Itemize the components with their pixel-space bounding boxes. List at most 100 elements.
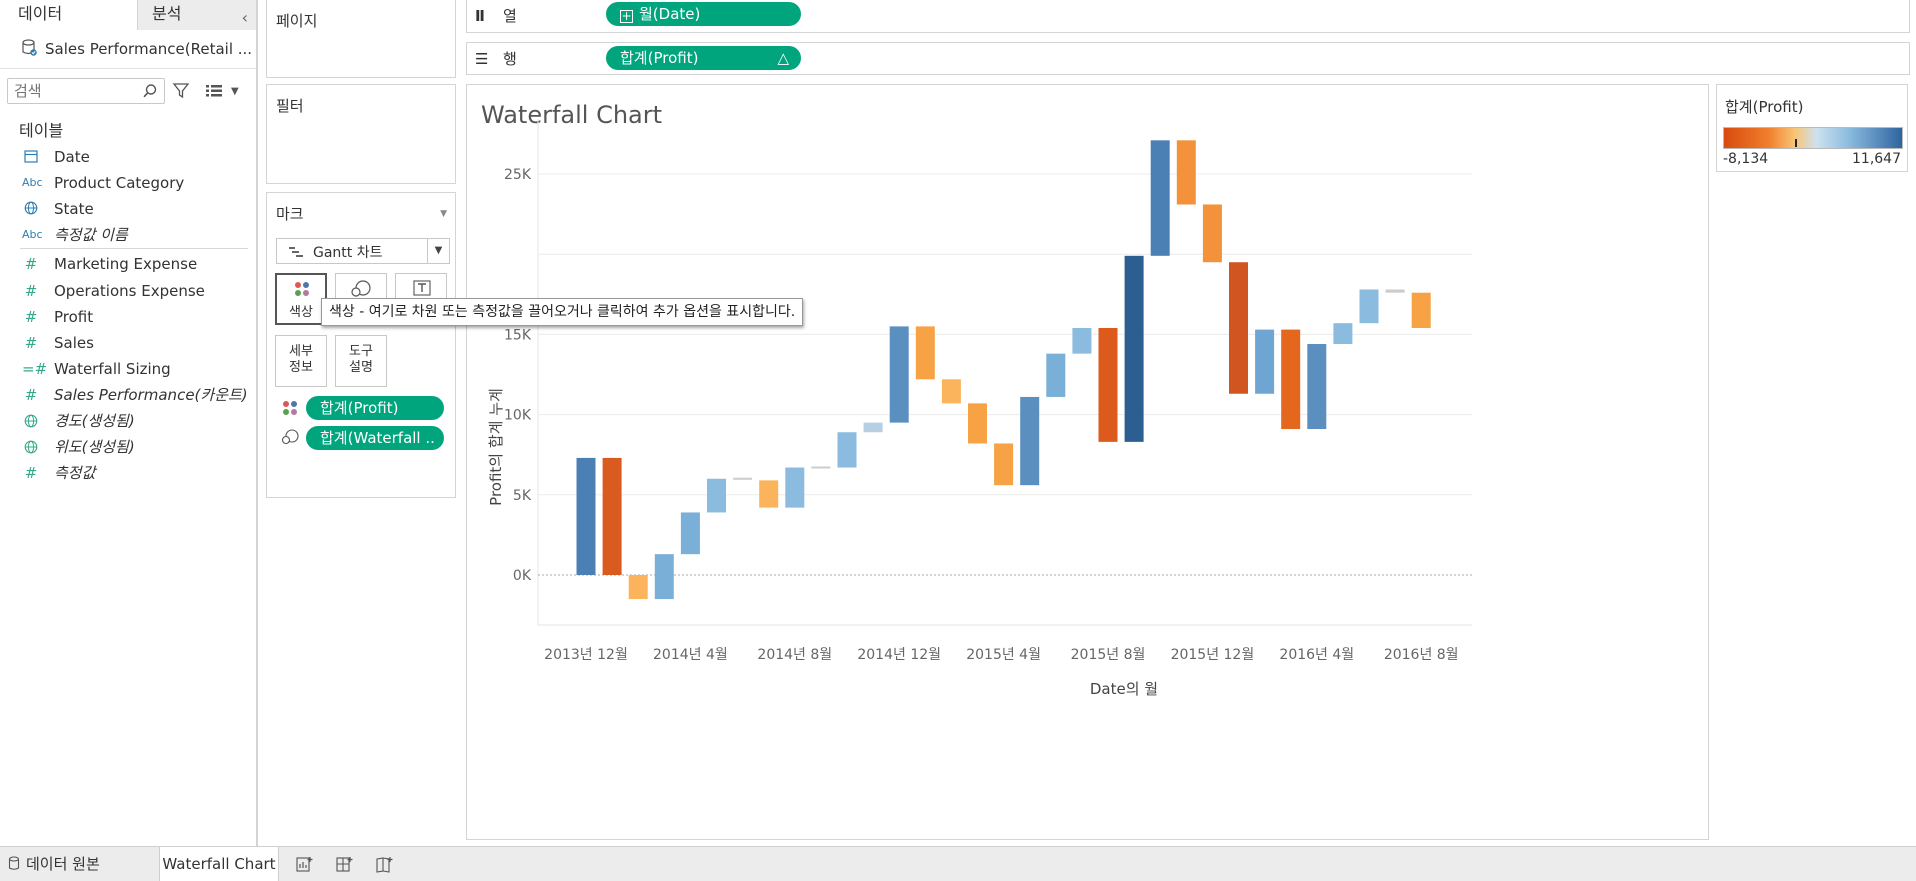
- tooltip: 색상 - 여기로 차원 또는 측정값을 끌어오거나 클릭하여 추가 옵션을 표시…: [321, 298, 804, 326]
- waterfall-bar[interactable]: [1281, 329, 1301, 430]
- waterfall-bar[interactable]: [1229, 262, 1248, 394]
- waterfall-bar[interactable]: [576, 457, 596, 575]
- waterfall-bar[interactable]: [1385, 289, 1405, 293]
- y-axis-title: Profit의 합계 누계: [487, 388, 505, 506]
- pages-title: 페이지: [276, 12, 318, 30]
- waterfall-bar[interactable]: [1202, 204, 1222, 263]
- grid-layer: [537, 119, 1472, 626]
- x-tick-label: 2014년 4월: [653, 647, 728, 663]
- waterfall-bar[interactable]: [1020, 396, 1040, 486]
- waterfall-bar[interactable]: [1255, 329, 1275, 394]
- color-pill[interactable]: 합계(Profit): [306, 396, 444, 420]
- waterfall-bar[interactable]: [1307, 344, 1327, 430]
- search-input[interactable]: [8, 79, 128, 103]
- new-dashboard-icon[interactable]: [336, 856, 354, 873]
- waterfall-bar[interactable]: [1046, 353, 1066, 397]
- x-tick-label: 2013년 12월: [544, 647, 628, 663]
- columns-pill[interactable]: + 월(Date): [606, 2, 801, 26]
- x-axis-title: Date의 월: [1090, 680, 1158, 698]
- size-icon: [351, 280, 371, 297]
- waterfall-bar[interactable]: [628, 575, 648, 600]
- color-button[interactable]: 색상: [275, 273, 327, 325]
- chevron-down-icon[interactable]: ▼: [231, 86, 239, 97]
- field-label: State: [54, 200, 94, 218]
- size-pill[interactable]: 합계(Waterfall ..: [306, 426, 444, 450]
- columns-icon: Ⅱ: [475, 7, 485, 25]
- waterfall-bar[interactable]: [837, 432, 857, 468]
- waterfall-bar[interactable]: [785, 467, 805, 508]
- chevron-down-icon[interactable]: ▼: [427, 239, 449, 263]
- detail-label-line1: 세부: [289, 344, 313, 359]
- waterfall-bar[interactable]: [707, 478, 726, 513]
- waterfall-bar[interactable]: [1098, 327, 1118, 442]
- text-label-icon: [413, 280, 431, 296]
- delta-icon: △: [777, 49, 789, 67]
- field-label: Marketing Expense: [54, 255, 198, 273]
- collapse-pane-icon[interactable]: ‹: [241, 8, 248, 27]
- waterfall-bar[interactable]: [915, 326, 935, 380]
- waterfall-bar[interactable]: [941, 379, 961, 404]
- datasource-item[interactable]: Sales Performance(Retail ...: [22, 37, 252, 61]
- list-view-icon[interactable]: [205, 84, 223, 98]
- search-icon[interactable]: [142, 83, 158, 99]
- database-icon: [22, 39, 37, 56]
- waterfall-bar[interactable]: [602, 457, 622, 575]
- new-worksheet-icon[interactable]: [296, 856, 314, 873]
- string-type-icon: Abc: [22, 176, 43, 189]
- waterfall-bar[interactable]: [1124, 255, 1144, 442]
- y-tick-label: 5K: [513, 488, 532, 504]
- rows-shelf[interactable]: ☰ 행 합계(Profit) △: [466, 42, 1910, 75]
- tooltip-button[interactable]: 도구 설명: [335, 335, 387, 387]
- sheet-tab[interactable]: Waterfall Chart: [159, 847, 279, 881]
- tab-analysis[interactable]: 분석 ‹: [137, 0, 256, 30]
- number-type-icon: #: [24, 308, 38, 326]
- filter-icon[interactable]: [172, 82, 190, 100]
- field-label: Date: [54, 148, 90, 166]
- color-icon: [295, 282, 309, 296]
- waterfall-bar[interactable]: [1176, 140, 1196, 205]
- waterfall-bar[interactable]: [733, 477, 753, 480]
- waterfall-bar[interactable]: [680, 512, 700, 555]
- waterfall-bar[interactable]: [889, 326, 909, 423]
- chevron-down-icon[interactable]: ▼: [440, 209, 447, 219]
- new-story-icon[interactable]: [376, 856, 394, 873]
- waterfall-bar[interactable]: [759, 480, 779, 508]
- datasource-name: Sales Performance(Retail ...: [45, 40, 253, 58]
- field-label: 측정값: [54, 464, 96, 482]
- field-label: 측정값 이름: [54, 226, 128, 244]
- filters-card[interactable]: 필터: [266, 84, 456, 184]
- color-icon: [283, 401, 297, 415]
- waterfall-bar[interactable]: [654, 554, 674, 600]
- waterfall-bar[interactable]: [1072, 327, 1092, 354]
- tab-analysis-label: 분석: [152, 4, 182, 23]
- mark-type-value: Gantt 차트: [313, 245, 383, 261]
- number-type-icon: #: [24, 334, 38, 352]
- rows-pill[interactable]: 합계(Profit) △: [606, 46, 801, 70]
- color-label: 색상: [289, 305, 313, 320]
- detail-button[interactable]: 세부 정보: [275, 335, 327, 387]
- waterfall-bar[interactable]: [1333, 323, 1353, 345]
- field-label: 경도(생성됨): [54, 412, 135, 430]
- mark-type-select[interactable]: Gantt 차트 ▼: [276, 238, 450, 264]
- waterfall-bar[interactable]: [1150, 140, 1170, 256]
- field-label: Sales: [54, 334, 94, 352]
- waterfall-bar[interactable]: [1359, 289, 1379, 324]
- color-legend[interactable]: 합계(Profit) -8,134 11,647: [1716, 84, 1908, 172]
- waterfall-bar[interactable]: [811, 466, 831, 469]
- pages-card[interactable]: 페이지: [266, 0, 456, 78]
- waterfall-bar[interactable]: [1411, 292, 1431, 328]
- axis-layer: 0K 5K 10K 15K 25K 2013년 12월 2014년 4월 2014년 8월 20…: [487, 167, 1459, 698]
- waterfall-bar[interactable]: [968, 403, 987, 444]
- tab-data[interactable]: 데이터: [0, 0, 137, 30]
- rows-icon: ☰: [475, 50, 489, 68]
- detail-label-line2: 정보: [289, 360, 313, 375]
- search-box[interactable]: [7, 78, 165, 104]
- field-label: Sales Performance(카운트): [54, 386, 248, 404]
- waterfall-bar[interactable]: [863, 422, 883, 433]
- size-icon: [281, 429, 299, 445]
- tooltip-label: 도구 설명: [336, 344, 386, 376]
- datasource-tab[interactable]: 데이터 원본: [8, 847, 100, 881]
- waterfall-bar[interactable]: [994, 443, 1014, 486]
